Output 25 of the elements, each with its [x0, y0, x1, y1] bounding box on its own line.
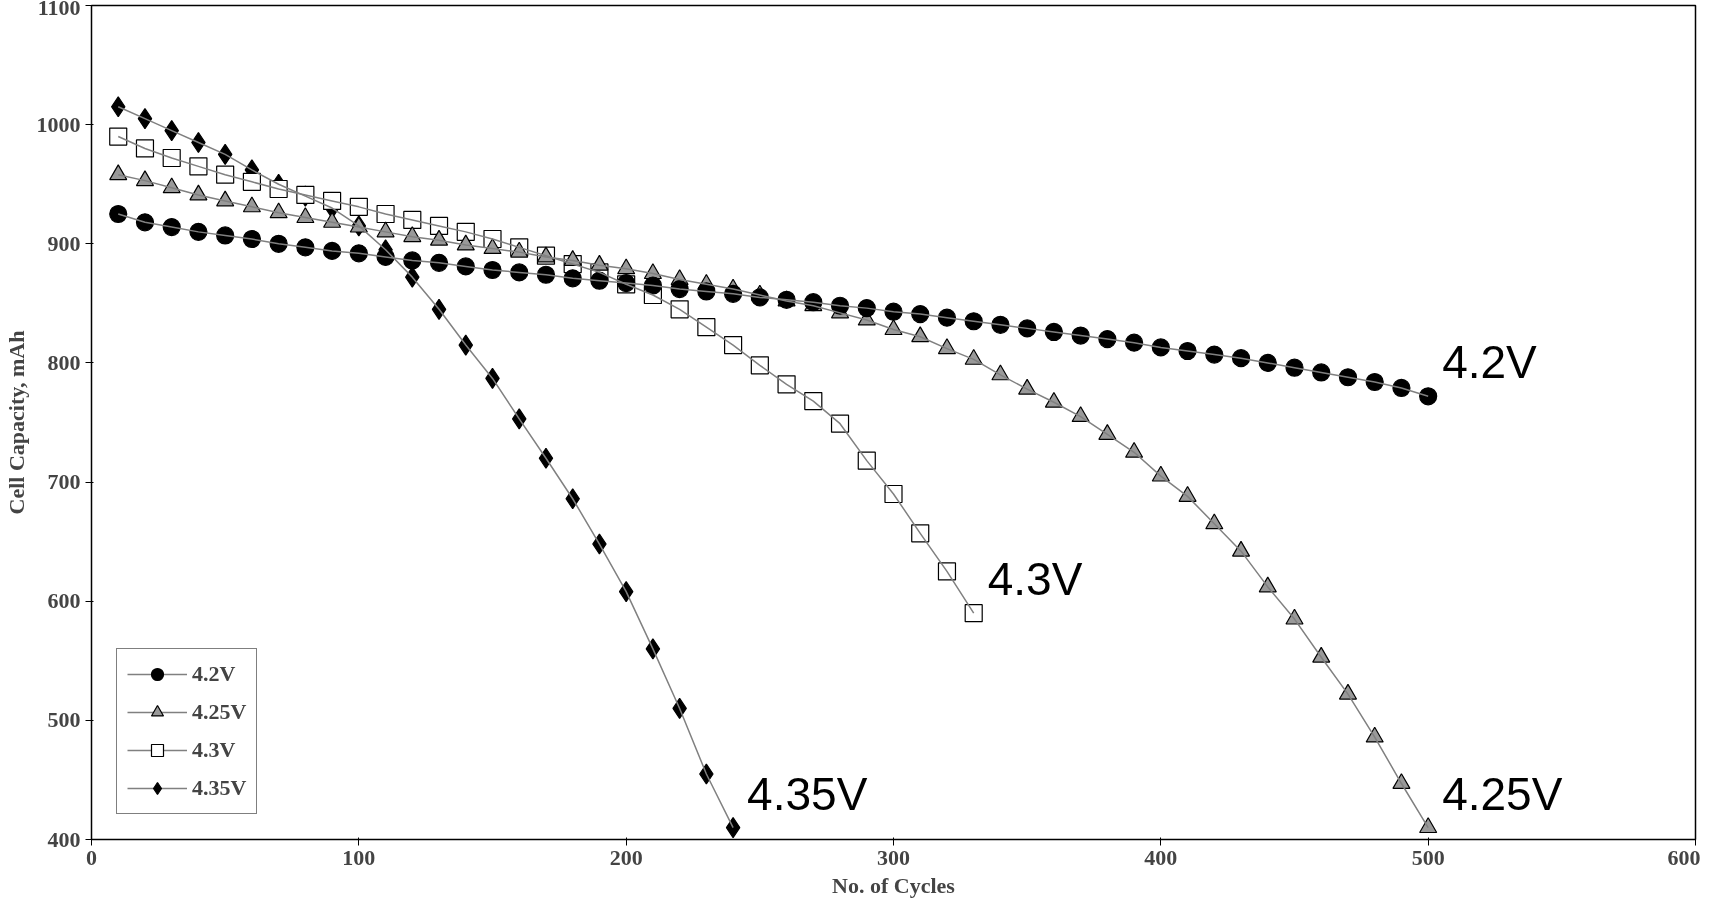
y-tick-label: 600: [47, 588, 81, 614]
annotation: 4.25V: [1442, 767, 1563, 820]
annotation: 4.35V: [747, 767, 868, 820]
legend-label: 4.2V: [192, 661, 236, 687]
y-tick-label: 1100: [37, 0, 81, 20]
legend-label: 4.35V: [192, 775, 247, 801]
y-tick-label: 900: [47, 230, 81, 256]
annotation: 4.3V: [987, 553, 1083, 606]
y-tick-label: 1000: [36, 111, 81, 137]
x-axis-title: No. of Cycles: [832, 872, 956, 898]
y-tick-label: 800: [47, 349, 81, 375]
annotation: 4.2V: [1442, 336, 1538, 389]
x-tick-label: 200: [609, 844, 643, 870]
y-tick-label: 400: [47, 826, 81, 852]
legend-label: 4.3V: [192, 737, 236, 763]
y-axis-title: Cell Capacity, mAh: [3, 330, 29, 515]
x-tick-label: 600: [1667, 844, 1701, 870]
x-tick-label: 100: [342, 844, 376, 870]
x-tick-label: 0: [86, 844, 97, 870]
y-tick-label: 500: [47, 707, 81, 733]
legend-label: 4.25V: [192, 699, 247, 725]
y-tick-label: 700: [47, 469, 81, 495]
x-tick-label: 300: [877, 844, 910, 870]
x-tick-label: 400: [1144, 844, 1178, 870]
x-tick-label: 500: [1411, 844, 1445, 870]
